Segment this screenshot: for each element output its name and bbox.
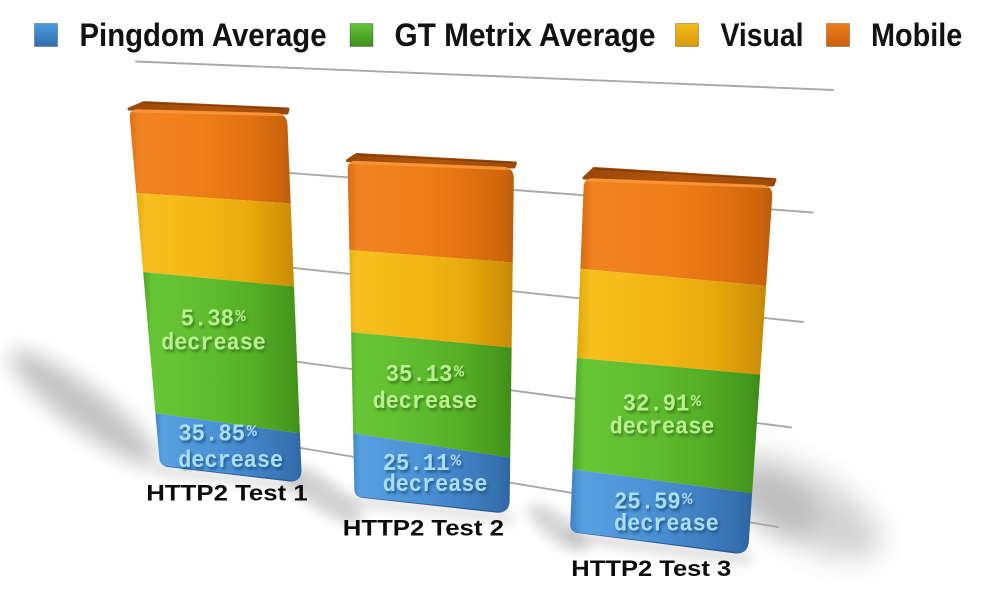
svg-text:%: % <box>454 364 465 383</box>
svg-text:35.85: 35.85 <box>178 422 245 449</box>
svg-text:%: % <box>451 453 462 472</box>
svg-text:decrease: decrease <box>178 448 283 475</box>
svg-text:%: % <box>682 491 693 510</box>
svg-text:%: % <box>691 393 702 412</box>
svg-text:5.38: 5.38 <box>181 306 234 333</box>
svg-text:HTTP2 Test 2: HTTP2 Test 2 <box>343 516 504 541</box>
svg-text:decrease: decrease <box>610 415 715 442</box>
svg-text:HTTP2 Test 1: HTTP2 Test 1 <box>146 481 307 506</box>
svg-text:32.91: 32.91 <box>623 392 690 419</box>
svg-text:decrease: decrease <box>373 389 478 416</box>
svg-text:Mobile: Mobile <box>871 17 962 53</box>
svg-text:decrease: decrease <box>161 331 266 358</box>
svg-text:Visual: Visual <box>721 17 804 53</box>
svg-text:HTTP2 Test 3: HTTP2 Test 3 <box>571 556 731 581</box>
svg-text:35.13: 35.13 <box>386 362 453 389</box>
svg-text:%: % <box>247 423 258 442</box>
svg-text:GT Metrix Average: GT Metrix Average <box>395 17 656 53</box>
svg-text:25.59: 25.59 <box>614 490 681 517</box>
svg-text:25.11: 25.11 <box>383 451 450 478</box>
svg-text:decrease: decrease <box>383 472 488 499</box>
svg-text:%: % <box>236 308 247 327</box>
svg-text:Pingdom Average: Pingdom Average <box>80 17 327 53</box>
svg-text:decrease: decrease <box>614 512 719 539</box>
